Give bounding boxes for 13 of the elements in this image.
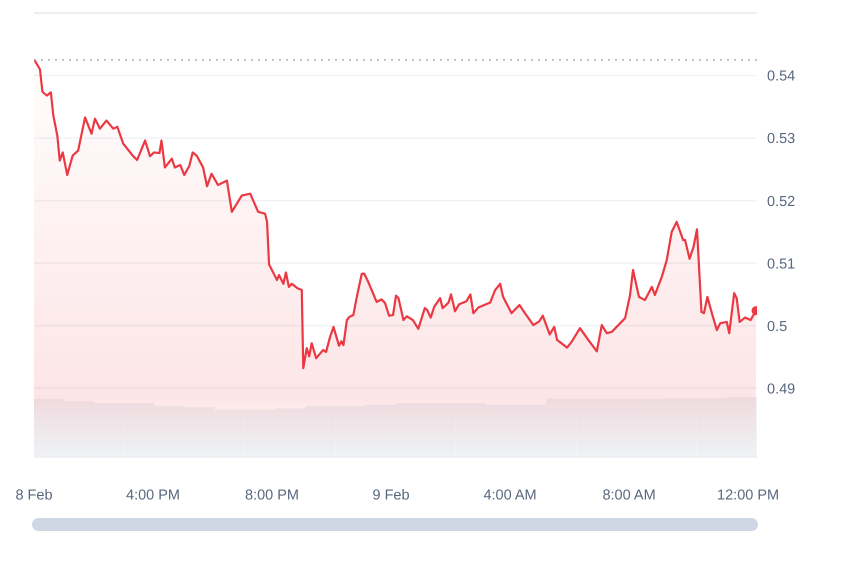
y-tick-label: 0.53 <box>767 131 796 148</box>
x-tick-label: 4:00 PM <box>126 487 180 504</box>
x-tick-label: 8 Feb <box>15 487 53 504</box>
x-tick-label: 4:00 AM <box>483 487 537 504</box>
y-tick-label: 0.5 <box>767 318 788 335</box>
y-tick-label: 0.54 <box>767 68 796 85</box>
y-tick-label: 0.52 <box>767 194 796 210</box>
y-tick-label: 0.49 <box>767 381 796 398</box>
x-tick-label: 9 Feb <box>372 487 410 504</box>
x-tick-label: 12:00 PM <box>717 487 780 504</box>
x-tick-label: 8:00 PM <box>245 487 300 504</box>
x-tick-label: 8:00 AM <box>602 487 656 504</box>
y-tick-label: 0.51 <box>767 256 796 272</box>
